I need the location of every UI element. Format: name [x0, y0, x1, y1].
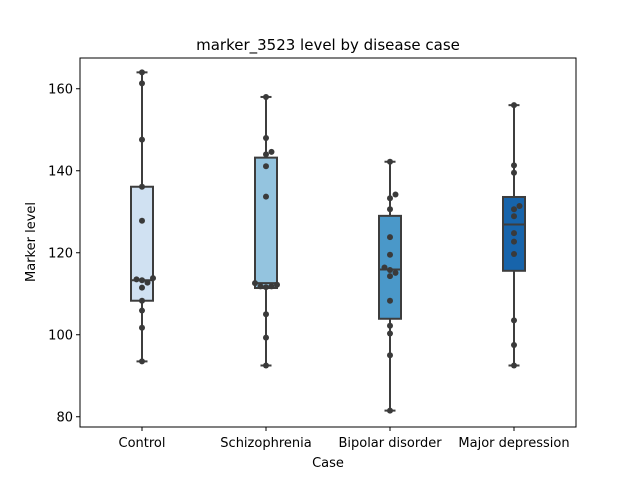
- data-point: [252, 280, 258, 287]
- x-axis-label: Case: [312, 456, 344, 471]
- x-tick-label: Major depression: [458, 436, 569, 451]
- data-point: [387, 234, 393, 241]
- y-tick-label: 140: [48, 164, 73, 179]
- data-point: [511, 206, 517, 213]
- data-point: [387, 297, 393, 304]
- data-point: [144, 279, 151, 286]
- data-point: [139, 297, 145, 304]
- data-point: [139, 324, 145, 331]
- data-point: [381, 264, 388, 271]
- data-point: [511, 230, 517, 237]
- data-point: [263, 193, 269, 200]
- data-point: [392, 191, 399, 198]
- data-point: [268, 283, 275, 290]
- data-point: [263, 151, 269, 158]
- data-point: [133, 276, 140, 283]
- data-point: [387, 407, 393, 414]
- data-point: [263, 134, 269, 141]
- data-point: [139, 69, 145, 76]
- y-tick-label: 80: [56, 410, 73, 425]
- data-point: [511, 250, 517, 257]
- data-point: [263, 311, 269, 318]
- data-point: [387, 195, 393, 202]
- data-point: [511, 238, 517, 245]
- data-point: [274, 281, 280, 288]
- data-point: [139, 358, 145, 365]
- data-point: [139, 307, 145, 314]
- data-point: [511, 362, 517, 369]
- data-point: [387, 273, 393, 280]
- y-tick-label: 160: [48, 82, 73, 97]
- data-point: [511, 342, 517, 348]
- data-point: [516, 203, 523, 210]
- data-point: [263, 362, 269, 369]
- data-point: [263, 284, 269, 291]
- data-point: [139, 277, 145, 284]
- data-point: [139, 136, 145, 143]
- data-point: [511, 169, 517, 176]
- data-point: [387, 352, 393, 359]
- y-tick-label: 100: [48, 328, 73, 343]
- data-point: [387, 266, 393, 273]
- data-point: [150, 275, 156, 282]
- x-tick-label: Bipolar disorder: [338, 436, 442, 451]
- chart-title: marker_3523 level by disease case: [196, 36, 460, 55]
- data-point: [392, 269, 399, 276]
- plot-area-frame: [79, 57, 577, 428]
- y-axis-label: Marker level: [24, 202, 39, 282]
- data-point: [511, 102, 517, 109]
- y-tick-label: 120: [48, 246, 73, 261]
- data-point: [257, 283, 264, 290]
- data-point: [139, 217, 145, 224]
- data-point: [263, 163, 269, 170]
- box-1: [254, 156, 278, 290]
- data-point: [139, 80, 145, 87]
- data-point: [387, 330, 393, 337]
- data-point: [511, 317, 517, 324]
- x-tick-label: Control: [119, 436, 166, 451]
- data-point: [268, 148, 275, 155]
- data-point: [387, 206, 393, 213]
- data-point: [387, 251, 393, 258]
- data-point: [511, 213, 517, 220]
- data-point: [263, 93, 269, 100]
- data-point: [387, 158, 393, 165]
- data-point: [387, 322, 393, 329]
- data-point: [139, 284, 145, 291]
- data-point: [263, 334, 269, 341]
- data-point: [511, 162, 517, 169]
- data-point: [139, 183, 145, 190]
- x-tick-label: Schizophrenia: [220, 436, 311, 451]
